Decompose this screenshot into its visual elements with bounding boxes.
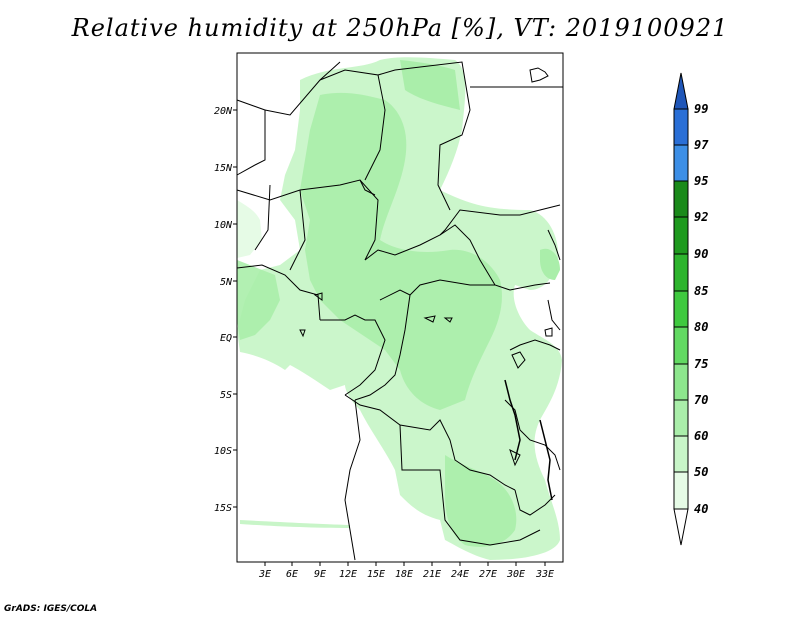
lon-label: 30E xyxy=(506,569,525,580)
lat-ticks xyxy=(233,109,237,508)
lat-label: 5N xyxy=(220,277,233,288)
colorbar-label: 99 xyxy=(694,102,708,116)
lakes xyxy=(299,67,553,501)
colorbar-label: 50 xyxy=(694,465,708,479)
colorbar-segment xyxy=(673,253,689,292)
colorbar-label: 95 xyxy=(694,174,708,188)
lon-label: 27E xyxy=(479,569,497,580)
colorbar-segment xyxy=(673,326,689,365)
lon-label: 24E xyxy=(451,569,469,580)
colorbar-segment xyxy=(673,216,689,255)
humidity-field xyxy=(237,57,562,560)
colorbar xyxy=(673,72,689,546)
colorbar-segment xyxy=(673,180,689,218)
colorbar-segment xyxy=(673,108,689,146)
colorbar-label: 97 xyxy=(694,138,709,152)
lon-axis: 3E 6E 9E 12E 15E 18E 21E 24E 27E 30E 33E xyxy=(258,569,554,580)
colorbar-label: 70 xyxy=(694,393,708,407)
country-borders xyxy=(236,61,563,561)
lat-label: 5S xyxy=(220,390,232,401)
colorbar-segment xyxy=(673,435,689,473)
colorbar-label: 40 xyxy=(694,502,708,516)
map-frame xyxy=(236,52,564,563)
lat-label: 10S xyxy=(214,446,232,457)
colorbar-label: 60 xyxy=(694,429,708,443)
colorbar-segment xyxy=(673,144,689,182)
lon-label: 12E xyxy=(339,569,357,580)
lat-axis: 20N 15N 10N 5N EQ 5S 10S 15S xyxy=(214,106,233,514)
lat-label: 15N xyxy=(214,163,233,174)
lon-label: 9E xyxy=(314,569,326,580)
lon-label: 15E xyxy=(367,569,385,580)
colorbar-label: 85 xyxy=(694,284,708,298)
colorbar-label: 90 xyxy=(694,247,708,261)
lat-label: 20N xyxy=(214,106,233,117)
lon-label: 21E xyxy=(423,569,441,580)
lat-label: 10N xyxy=(214,220,233,231)
lon-label: 33E xyxy=(535,569,554,580)
lon-label: 6E xyxy=(286,569,298,580)
colorbar-label: 92 xyxy=(694,210,708,224)
footer-credit: GrADS: IGES/COLA xyxy=(4,604,98,614)
lon-label: 18E xyxy=(395,569,413,580)
colorbar-segment xyxy=(673,290,689,328)
colorbar-label: 80 xyxy=(694,320,708,334)
colorbar-label: 75 xyxy=(694,357,708,371)
lon-ticks xyxy=(264,562,546,566)
lat-label: 15S xyxy=(214,503,232,514)
colorbar-segment xyxy=(673,399,689,437)
colorbar-top-triangle xyxy=(673,72,689,110)
map-title: Relative humidity at 250hPa [%], VT: 201… xyxy=(71,14,729,42)
lon-label: 3E xyxy=(258,569,271,580)
lat-label: EQ xyxy=(220,333,232,344)
colorbar-segment xyxy=(673,363,689,401)
colorbar-labels: 99 97 95 92 90 85 80 75 70 60 50 40 xyxy=(694,102,709,516)
colorbar-bottom-triangle xyxy=(673,508,689,546)
colorbar-segment xyxy=(673,471,689,510)
